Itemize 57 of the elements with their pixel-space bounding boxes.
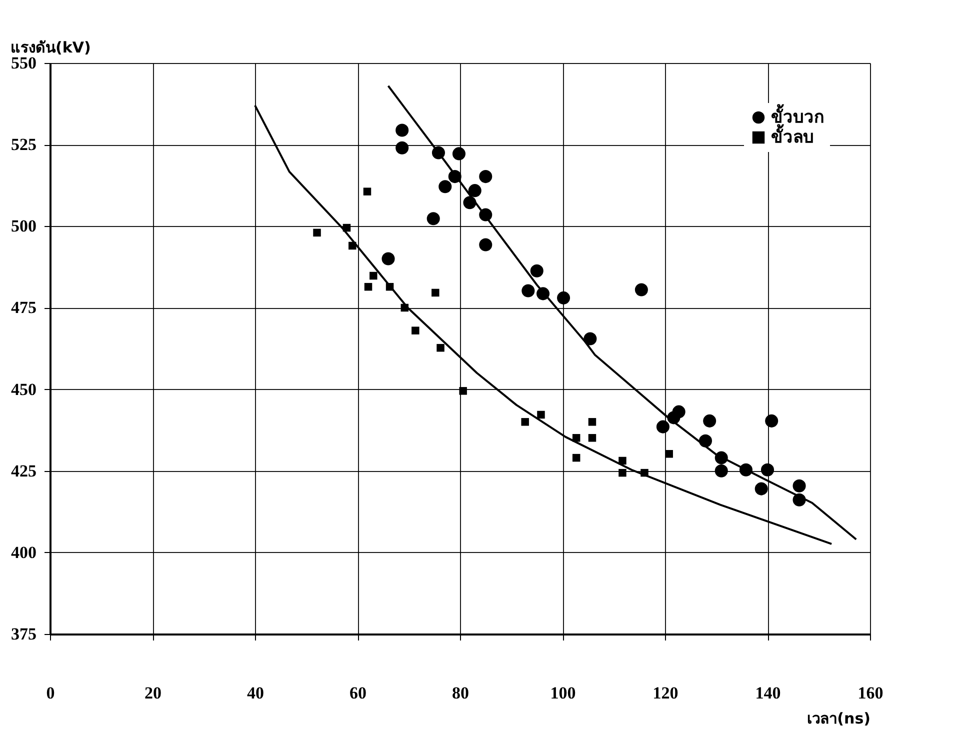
y-tick-label: 425 <box>11 461 36 480</box>
point <box>370 272 378 280</box>
point <box>396 141 409 154</box>
point <box>530 264 544 278</box>
x-tick-label: 100 <box>550 684 576 702</box>
point <box>479 170 492 184</box>
y-tick-label: 500 <box>11 216 36 236</box>
point <box>452 147 466 160</box>
y-tick-label: 375 <box>11 624 36 644</box>
point <box>438 180 452 194</box>
x-tick-label: 0 <box>46 684 55 702</box>
y-tick-label: 450 <box>11 380 36 399</box>
x-tick-label: 120 <box>652 684 678 702</box>
y-tick-label: 475 <box>11 298 36 318</box>
point <box>313 228 321 237</box>
point <box>760 463 774 476</box>
point <box>588 434 596 442</box>
x-tick-label: 140 <box>755 684 781 702</box>
x-axis-title: เวลา(ns) <box>807 710 870 728</box>
y-tick-label: 525 <box>11 135 36 154</box>
point <box>364 282 372 291</box>
y-tick-label: 400 <box>11 542 36 562</box>
point <box>754 482 768 496</box>
point <box>634 283 648 296</box>
point <box>714 464 728 478</box>
point <box>765 414 778 428</box>
point <box>588 418 596 426</box>
point <box>432 288 440 297</box>
point <box>584 332 597 346</box>
y-tick-label: 550 <box>11 54 36 72</box>
point <box>665 450 673 458</box>
point <box>363 188 372 196</box>
point <box>412 326 420 334</box>
point <box>521 418 529 426</box>
point <box>618 456 626 465</box>
point <box>479 238 492 252</box>
point <box>382 252 395 266</box>
point <box>522 284 535 298</box>
point <box>537 410 545 419</box>
point <box>618 468 626 477</box>
x-tick-label: 20 <box>144 684 162 702</box>
point <box>468 184 482 198</box>
point <box>426 212 440 226</box>
point <box>436 344 444 352</box>
point <box>557 291 570 304</box>
point <box>703 414 716 428</box>
x-tick-label: 160 <box>858 684 884 702</box>
point <box>792 479 806 492</box>
x-tick-label: 80 <box>452 684 469 702</box>
point <box>572 454 580 462</box>
x-tick-label: 40 <box>247 684 264 702</box>
point <box>396 124 409 137</box>
y-axis-title: แรงดัน(kV) <box>10 38 91 56</box>
x-tick-label: 60 <box>350 684 366 702</box>
point <box>459 387 467 395</box>
point <box>656 420 670 434</box>
legend-label: ขั้วลบ <box>771 124 814 148</box>
